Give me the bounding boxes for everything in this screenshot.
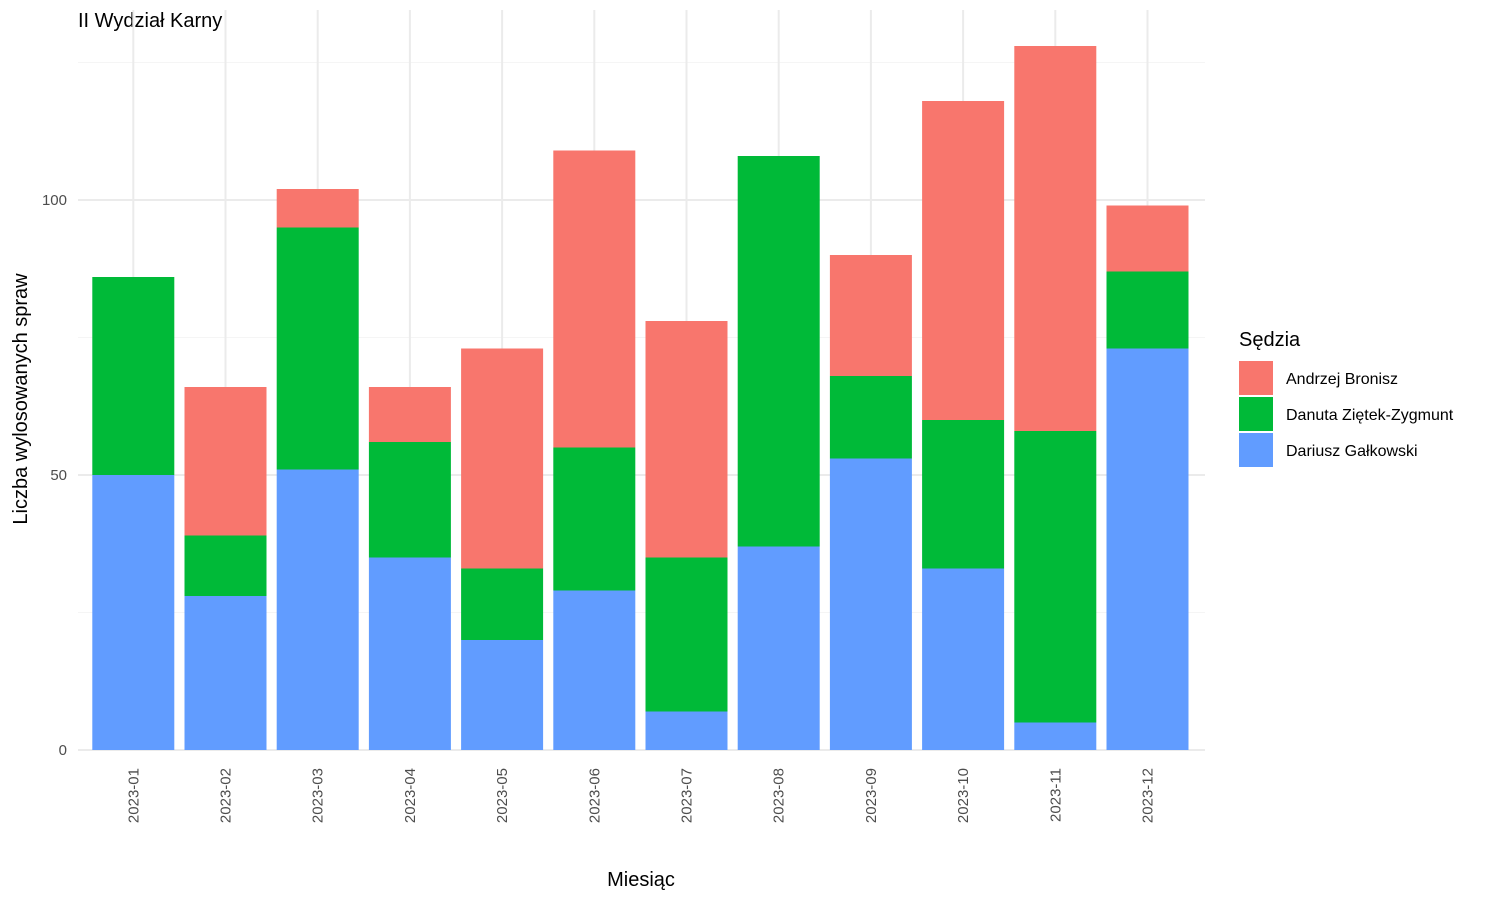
x-tick-label: 2023-07	[679, 768, 696, 823]
bar-segment	[184, 596, 267, 750]
x-tick-label: 2023-02	[218, 768, 235, 823]
legend-title: Sędzia	[1239, 329, 1301, 351]
bar-segment	[92, 277, 175, 475]
y-tick-label: 50	[50, 467, 67, 484]
bar-segment	[829, 458, 912, 750]
y-tick-label: 100	[42, 192, 67, 209]
x-tick-label: 2023-12	[1140, 768, 1157, 823]
bar-segment	[1014, 46, 1097, 431]
bar-segment	[553, 150, 636, 448]
bar-segment	[1106, 205, 1189, 272]
y-tick-label: 0	[59, 742, 67, 759]
bar-segment	[1014, 431, 1097, 723]
bar-segment	[645, 711, 728, 750]
y-axis-title: Liczba wylosowanych spraw	[10, 273, 32, 525]
legend-key	[1239, 397, 1273, 431]
x-tick-label: 2023-05	[494, 768, 511, 823]
bar-segment	[368, 387, 451, 442]
bar-segment	[368, 557, 451, 750]
bar-segment	[184, 387, 267, 536]
x-tick-label: 2023-03	[310, 768, 327, 823]
bar-segment	[184, 535, 267, 596]
bar-segment	[276, 227, 359, 470]
legend-label: Dariusz Gałkowski	[1286, 443, 1418, 460]
x-tick-label: 2023-01	[125, 768, 142, 823]
bar-segment	[829, 376, 912, 459]
legend-key	[1239, 361, 1273, 395]
bar-segment	[1014, 722, 1097, 750]
bar-segment	[1106, 271, 1189, 349]
x-axis-title: Miesiąc	[607, 869, 675, 891]
bar-segment	[1106, 348, 1189, 750]
bar-segment	[461, 640, 544, 750]
y-axis: 0 50 100	[42, 192, 67, 759]
x-tick-label: 2023-08	[771, 768, 788, 823]
bar-segment	[737, 156, 820, 547]
x-tick-label: 2023-04	[402, 768, 419, 823]
bar-segment	[922, 568, 1005, 750]
bar-segment	[276, 469, 359, 750]
bar-segment	[645, 321, 728, 558]
x-tick-label: 2023-11	[1047, 768, 1064, 822]
bar-segment	[276, 189, 359, 228]
legend-key	[1239, 433, 1273, 467]
legend-label: Danuta Ziętek-Zygmunt	[1286, 407, 1454, 424]
x-axis: 2023-01 2023-02 2023-03 2023-04 2023-05 2023-…	[125, 768, 1156, 823]
bar-segment	[461, 568, 544, 640]
bar-segment	[922, 420, 1005, 569]
legend-label: Andrzej Bronisz	[1286, 371, 1398, 388]
x-tick-label: 2023-09	[863, 768, 880, 823]
bar-segment	[461, 348, 544, 569]
chart-title: II Wydział Karny	[78, 10, 222, 32]
bar-segment	[829, 255, 912, 376]
legend: Sędzia Andrzej Bronisz Danuta Ziętek-Zygm…	[1239, 329, 1454, 467]
bar-segment	[737, 546, 820, 750]
bar-segment	[553, 447, 636, 591]
bar-segment	[553, 590, 636, 750]
bar-segment	[922, 101, 1005, 420]
x-tick-label: 2023-06	[586, 768, 603, 823]
bar-segment	[645, 557, 728, 712]
bar-segment	[368, 442, 451, 558]
x-tick-label: 2023-10	[955, 768, 972, 823]
bar-segment	[92, 475, 175, 750]
bars	[92, 46, 1189, 750]
